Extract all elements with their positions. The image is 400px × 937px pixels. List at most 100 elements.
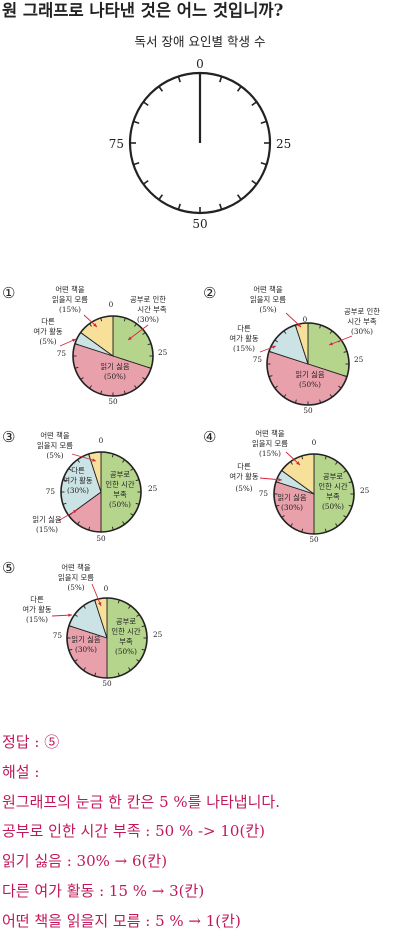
pie1-tick-75: 75 [57,349,67,358]
pie5-dislike-label-1: 읽기 싫음 [71,635,100,644]
main-tick-mark [158,194,164,201]
label-pointer-head [68,613,72,617]
label-pointer-head [278,477,282,482]
pie2-book-label-1: 어떤 책을 [253,285,282,294]
pie-tick-mark [135,479,140,482]
pie1-study-label-3: (30%) [137,315,159,324]
pie-tick-mark [324,455,327,460]
pie4-leisure-label-2: 여가 활동 [229,472,258,481]
pie5-study-label-2: 인한 시간 [111,627,140,636]
option-marker-3[interactable]: ③ [2,428,15,446]
explanation-line-4: 다른 여가 활동 : 15 % → 3(칸) [2,882,204,900]
pie-chart-option-2 [259,312,353,406]
pie-tick-mark [294,324,297,329]
pie5-leisure-label-2: 여가 활동 [22,605,51,614]
main-tick-mark [251,179,258,185]
option-marker-2[interactable]: ② [203,284,216,302]
pie-tick-mark [335,523,338,527]
main-tick-mark [260,162,267,166]
label-pointer-head [98,602,102,606]
pie-tick-mark [319,399,322,404]
pie-tick-mark [74,366,79,369]
pie3-tick-0: 0 [99,436,104,445]
pie-tick-mark [275,481,280,484]
pie-tick-mark [111,526,114,531]
pie4-leisure-label-1: 다른 [237,462,251,471]
pie-tick-mark [94,672,97,677]
pie-tick-mark [68,648,73,651]
label-pointer-head [92,458,96,462]
pie-tick-mark [94,599,97,604]
pie1-leisure-label-2: 여가 활동 [33,327,62,336]
solution: 정답 : ⑤ 해설 : 원그래프의 눈금 한 칸은 5 %를 나타냅니다. 공부… [2,733,280,930]
pie-chart-option-3 [57,451,142,533]
pie4-dislike-label-1: 읽기 싫음 [277,493,306,502]
pie-tick-mark [89,385,92,389]
pie5-leisure-label-1: 다른 [30,595,44,604]
label-pointer-head [296,461,300,465]
pie3-book-label-1: 어떤 책을 [40,431,69,440]
option-marker-4[interactable]: ④ [203,428,216,446]
pie1-tick-25: 25 [158,348,168,357]
pie-chart-option-5 [51,583,148,679]
pie-tick-mark [136,659,140,662]
pie3-tick-75: 75 [46,487,56,496]
pie-tick-mark [142,332,146,335]
pie-tick-mark [134,323,137,327]
pie2-study-label-2: 시간 부족 [347,317,376,326]
pie3-leisure-label-3: (30%) [67,486,89,495]
pie-tick-mark [348,504,353,507]
label-pointer-head [93,323,97,327]
pie2-study-label-1: 공부로 인한 [344,307,380,316]
main-tick-25: 25 [276,137,291,151]
pie-tick-mark [274,339,278,343]
option-marker-5[interactable]: ⑤ [2,559,15,577]
pie-tick-mark [301,528,304,533]
pie5-book-label-1: 어떤 책을 [61,563,90,572]
pie1-dislike-label-1: 읽기 싫음 [100,362,129,371]
pie-chart-option-4 [259,451,355,535]
pie2-leisure-label-2: 여가 활동 [229,334,258,343]
pie-tick-mark [268,375,273,378]
main-chart: 독서 장애 요인별 학생 수 0 25 50 75 [109,34,292,231]
option-4-labels: 0 25 50 75 어떤 책을 읽을지 모름 (15%) 다른 여가 활동 (… [229,429,369,544]
pie-tick-mark [335,461,338,465]
pie3-dislike-label-2: (15%) [36,525,58,534]
option-3-labels: 0 25 50 75 어떤 책을 읽을지 모름 (5%) 다른 여가 활동 (3… [32,431,157,543]
pie5-book-label-3: (5%) [67,583,84,592]
answer-line: 정답 : ⑤ [2,733,59,751]
pie-tick-mark [80,377,84,380]
pie4-study-label-1: 공부로 [323,472,343,481]
option-marker-1[interactable]: ① [2,284,15,302]
main-tick-mark [177,76,181,83]
main-chart-title: 독서 장애 요인별 학생 수 [135,34,266,49]
pie-tick-mark [123,317,126,322]
pie3-book-label-3: (5%) [46,451,63,460]
pie-tick-mark [130,513,134,516]
pie-tick-mark [268,350,273,353]
pie2-tick-0: 0 [303,315,308,324]
pie3-study-label-3: 부족 [113,490,127,499]
pie4-book-label-2: 읽을지 모름 [252,439,288,448]
pie4-book-label-3: (15%) [259,449,281,458]
pie-tick-mark [319,324,322,329]
pie1-leisure-label-1: 다른 [41,317,55,326]
pie-tick-mark [147,366,152,369]
label-pointer-head [329,342,333,346]
pie5-tick-75: 75 [53,631,63,640]
pie-tick-mark [74,659,78,662]
pie-tick-mark [62,502,67,505]
option-2-labels: 0 25 50 75 어떤 책을 읽을지 모름 (5%) 공부로 인한 시간 부… [229,285,380,415]
pie-tick-mark [122,521,125,525]
pie-tick-mark [343,350,348,353]
option-1-labels: 0 25 50 75 공부로 인한 시간 부족 (30%) 읽기 싫음 (50%… [33,285,167,406]
pie5-book-label-2: 읽을지 모름 [58,573,94,582]
pie1-tick-0: 0 [109,300,114,309]
main-tick-mark [219,76,223,83]
pie2-tick-75: 75 [253,355,263,364]
pie-tick-mark [88,526,91,531]
pie4-study-label-3: 부족 [326,492,340,501]
pie5-tick-25: 25 [153,630,163,639]
pie-tick-mark [83,667,86,671]
pie-tick-mark [290,461,293,465]
